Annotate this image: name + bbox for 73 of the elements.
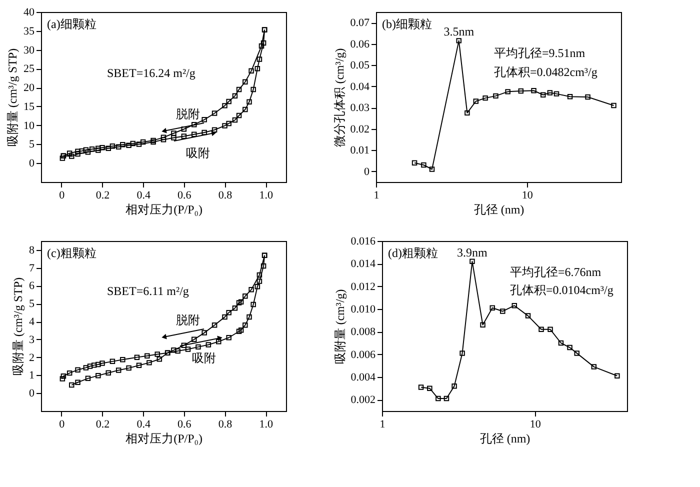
y-tick-label: 6 <box>29 280 35 292</box>
y-tick-label: 0.01 <box>350 144 370 157</box>
y-tick-label: 0.006 <box>350 348 376 361</box>
y-tick-label: 0.04 <box>350 80 370 93</box>
annotation: 3.5nm <box>444 24 475 39</box>
x-axis-title: 孔径 (nm) <box>480 432 530 446</box>
x-axis-title: 相对压力(P/P₀) <box>126 432 202 446</box>
y-tick-label: 8 <box>29 244 35 256</box>
x-tick-label: 1 <box>380 418 386 430</box>
y-tick-label: 4 <box>29 316 35 328</box>
y-tick-label: 0.014 <box>350 258 376 270</box>
y-tick-label: 20 <box>24 82 35 94</box>
y-tick-label: 10 <box>24 120 35 132</box>
y-axis-title: 吸附量 (cm³/g STP) <box>11 277 25 376</box>
x-tick-label: 0.6 <box>178 190 192 202</box>
y-tick-label: 0.06 <box>350 38 370 50</box>
x-tick-label: 10 <box>530 418 542 430</box>
y-tick-label: 0.010 <box>350 304 376 316</box>
annotation: (a)细颗粒 <box>47 17 96 31</box>
y-tick-label: 0.03 <box>350 102 370 114</box>
x-tick-label: 1.0 <box>259 418 274 430</box>
annotation: 孔体积=0.0104cm³/g <box>510 283 614 297</box>
x-tick-label: 0.8 <box>218 418 233 430</box>
x-tick-label: 0.4 <box>136 190 151 202</box>
y-tick-label: 0.008 <box>350 326 376 338</box>
annotation: 脱附 <box>176 313 200 327</box>
annotation: SBET=16.24 m²/g <box>107 66 196 80</box>
y-tick-label: 40 <box>24 6 35 18</box>
annotation: (b)细颗粒 <box>382 17 432 31</box>
x-tick-label: 0.2 <box>96 418 110 430</box>
x-tick-label: 0 <box>59 418 66 430</box>
y-tick-label: 5 <box>29 138 35 151</box>
annotation: 吸附 <box>192 351 216 365</box>
x-tick-label: 1.0 <box>259 190 274 202</box>
y-tick-label: 2 <box>29 352 34 364</box>
y-tick-label: 0 <box>29 388 35 400</box>
y-tick-label: 0.05 <box>350 60 370 72</box>
x-axis-title: 孔径 (nm) <box>474 202 524 216</box>
y-tick-label: 0 <box>364 166 370 178</box>
y-tick-label: 0 <box>29 158 35 170</box>
y-axis-title: 吸附量 (cm³/g STP) <box>6 48 20 147</box>
y-axis-title: 微分孔体积 (cm³/g) <box>332 48 346 147</box>
annotation: 平均孔径=6.76nm <box>510 265 602 279</box>
x-tick-label: 0.2 <box>96 190 110 202</box>
annotation: SBET=6.11 m²/g <box>107 284 189 298</box>
y-tick-label: 0.016 <box>350 236 376 248</box>
x-tick-label: 0 <box>59 190 66 202</box>
x-tick-label: 0.8 <box>218 190 233 202</box>
y-tick-label: 15 <box>24 100 35 113</box>
y-tick-label: 3 <box>29 334 35 346</box>
x-tick-label: 0.6 <box>178 418 192 430</box>
x-tick-label: 0.4 <box>136 418 151 430</box>
annotation: (d)粗颗粒 <box>388 246 438 260</box>
y-axis-title: 吸附量 (cm³/g) <box>332 289 347 364</box>
y-tick-label: 30 <box>24 44 35 56</box>
annotation: 脱附 <box>176 107 200 121</box>
annotation: (c)粗颗粒 <box>47 246 96 260</box>
y-tick-label: 1 <box>29 370 34 382</box>
annotation: 孔体积=0.0482cm³/g <box>494 65 598 79</box>
y-tick-label: 0.004 <box>350 372 376 384</box>
y-tick-label: 5 <box>29 298 35 310</box>
annotation: 吸附 <box>186 146 210 160</box>
x-axis-title: 相对压力(P/P₀) <box>126 202 202 216</box>
y-tick-label: 0.002 <box>350 394 376 406</box>
y-tick-label: 35 <box>24 25 35 38</box>
y-tick-label: 0.07 <box>350 17 370 30</box>
y-tick-label: 25 <box>24 63 35 76</box>
annotation: 3.9nm <box>457 245 488 260</box>
annotation: 平均孔径=9.51nm <box>494 46 586 60</box>
y-tick-label: 0.012 <box>350 280 376 293</box>
y-tick-label: 7 <box>29 262 35 274</box>
x-tick-label: 10 <box>522 190 534 202</box>
y-tick-label: 0.02 <box>350 123 370 136</box>
